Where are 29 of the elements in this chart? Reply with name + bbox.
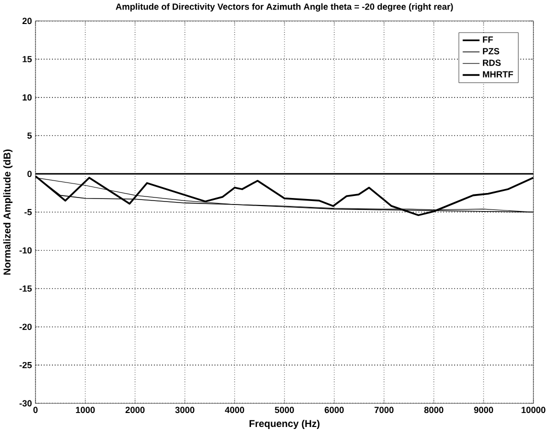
x-tick-label: 9000 (474, 406, 494, 413)
y-tick-label: -20 (20, 324, 32, 330)
y-tick-label: 15 (22, 56, 32, 62)
y-tick-label: -10 (20, 247, 32, 254)
y-tick-label: 5 (27, 132, 32, 139)
y-axis-title: Normalized Amplitude (dB) (3, 149, 12, 274)
y-tick-label: 0 (27, 170, 32, 177)
legend-label: FF (482, 36, 493, 43)
x-axis-title: Frequency (Hz) (250, 420, 320, 429)
x-tick-label: 0 (33, 406, 38, 413)
x-tick-label: 10000 (522, 406, 546, 413)
legend-label: PZS (482, 48, 500, 54)
y-tick-label: 20 (22, 18, 32, 24)
x-tick-label: 4000 (224, 406, 244, 413)
legend-label: MHRTF (482, 71, 514, 78)
legend-label: RDS (482, 60, 501, 66)
y-tick-label: -25 (20, 362, 32, 368)
x-tick-label: 6000 (324, 406, 344, 413)
x-tick-label: 2000 (126, 406, 145, 413)
x-tick-label: 8000 (424, 406, 444, 413)
y-tick-label: 10 (22, 94, 32, 100)
chart-title: Amplitude of Directivity Vectors for Azimuth Angle theta = -20 degree (right rear) (116, 3, 453, 12)
y-tick-label: -5 (24, 208, 32, 216)
x-tick-label: 5000 (274, 406, 294, 413)
x-tick-label: 1000 (76, 406, 95, 413)
x-tick-label: 3000 (175, 406, 194, 413)
x-tick-label: 7000 (374, 406, 394, 413)
y-tick-label: -15 (20, 285, 32, 292)
y-tick-label: -30 (20, 400, 32, 406)
